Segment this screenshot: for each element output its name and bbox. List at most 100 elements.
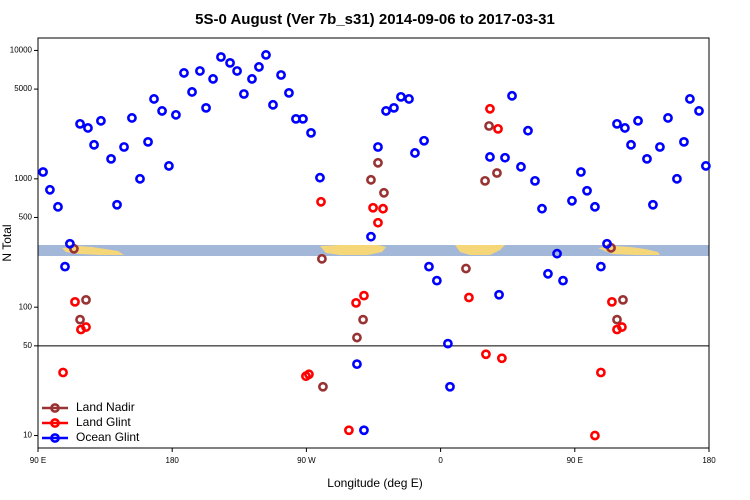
point: [106, 153, 116, 164]
point: [343, 425, 354, 436]
point: [112, 199, 122, 210]
point: [81, 294, 91, 305]
point: [492, 168, 502, 178]
y-tick-label: 50: [23, 341, 32, 350]
point: [404, 94, 414, 104]
point: [612, 314, 622, 325]
point: [60, 261, 70, 272]
legend-marker: [50, 418, 60, 428]
point: [187, 87, 197, 97]
point: [366, 174, 376, 185]
point: [590, 201, 600, 212]
point: [247, 74, 257, 84]
point: [530, 175, 540, 186]
point: [672, 173, 682, 184]
point: [389, 102, 399, 113]
point: [373, 157, 383, 168]
point: [484, 121, 494, 131]
legend-marker: [50, 433, 60, 443]
point: [679, 136, 689, 147]
y-tick-label: 1000: [14, 174, 32, 183]
point: [576, 167, 586, 177]
point: [306, 127, 316, 138]
point: [663, 113, 673, 123]
point: [485, 103, 495, 114]
point: [58, 367, 68, 378]
chart-title: 5S-0 August (Ver 7b_s31) 2014-09-06 to 2…: [195, 11, 555, 28]
point: [164, 161, 174, 171]
point: [633, 115, 643, 126]
point: [70, 296, 80, 307]
point: [595, 367, 606, 378]
x-axis-label: Longitude (deg E): [327, 476, 422, 490]
point: [143, 136, 153, 147]
y-axis-label: N Total: [0, 224, 14, 261]
point: [523, 125, 533, 136]
y-tick-label: 10: [23, 431, 32, 440]
point: [464, 292, 474, 303]
point: [431, 275, 442, 286]
point: [352, 359, 362, 370]
point: [626, 139, 636, 150]
point: [443, 338, 453, 349]
point: [655, 142, 665, 152]
point: [171, 109, 181, 120]
point: [81, 322, 91, 332]
point: [582, 185, 592, 196]
point: [96, 115, 106, 126]
point: [276, 70, 286, 80]
point: [558, 275, 568, 286]
point: [304, 369, 314, 380]
point: [648, 199, 658, 210]
point: [410, 148, 420, 158]
point: [378, 203, 388, 214]
point: [261, 50, 271, 60]
y-tick-label: 5000: [14, 84, 32, 93]
x-tick-label: 90 E: [567, 456, 583, 465]
point: [208, 74, 218, 84]
point: [590, 430, 600, 441]
legend-label: Land Glint: [76, 415, 131, 429]
point: [607, 296, 617, 307]
y-tick-label: 500: [19, 213, 33, 222]
point: [366, 231, 376, 242]
point: [461, 263, 471, 274]
point: [507, 90, 517, 101]
point: [358, 314, 368, 325]
point: [620, 123, 630, 133]
point: [567, 195, 577, 206]
point: [316, 196, 326, 207]
point: [352, 332, 362, 343]
point: [359, 425, 369, 436]
point: [195, 66, 205, 76]
point: [317, 253, 327, 264]
point: [424, 261, 434, 272]
point: [602, 238, 612, 249]
x-tick-label: 0: [438, 456, 443, 465]
x-tick-label: 90 W: [297, 456, 316, 465]
point: [75, 314, 85, 325]
point: [216, 52, 226, 62]
point: [537, 203, 547, 214]
point: [318, 381, 328, 392]
point: [83, 123, 93, 133]
point: [157, 106, 167, 116]
point: [494, 289, 504, 300]
point: [381, 106, 391, 116]
point: [694, 106, 704, 116]
point: [298, 113, 308, 124]
point: [516, 161, 526, 172]
point: [53, 201, 63, 212]
point: [552, 248, 562, 259]
point: [419, 135, 429, 146]
point: [232, 66, 242, 76]
x-tick-label: 180: [702, 456, 716, 465]
point: [485, 152, 495, 162]
point: [359, 290, 369, 301]
point: [179, 68, 189, 78]
point: [89, 139, 99, 150]
x-tick-label: 180: [166, 456, 180, 465]
point: [149, 94, 159, 104]
y-tick-label: 100: [19, 302, 33, 311]
